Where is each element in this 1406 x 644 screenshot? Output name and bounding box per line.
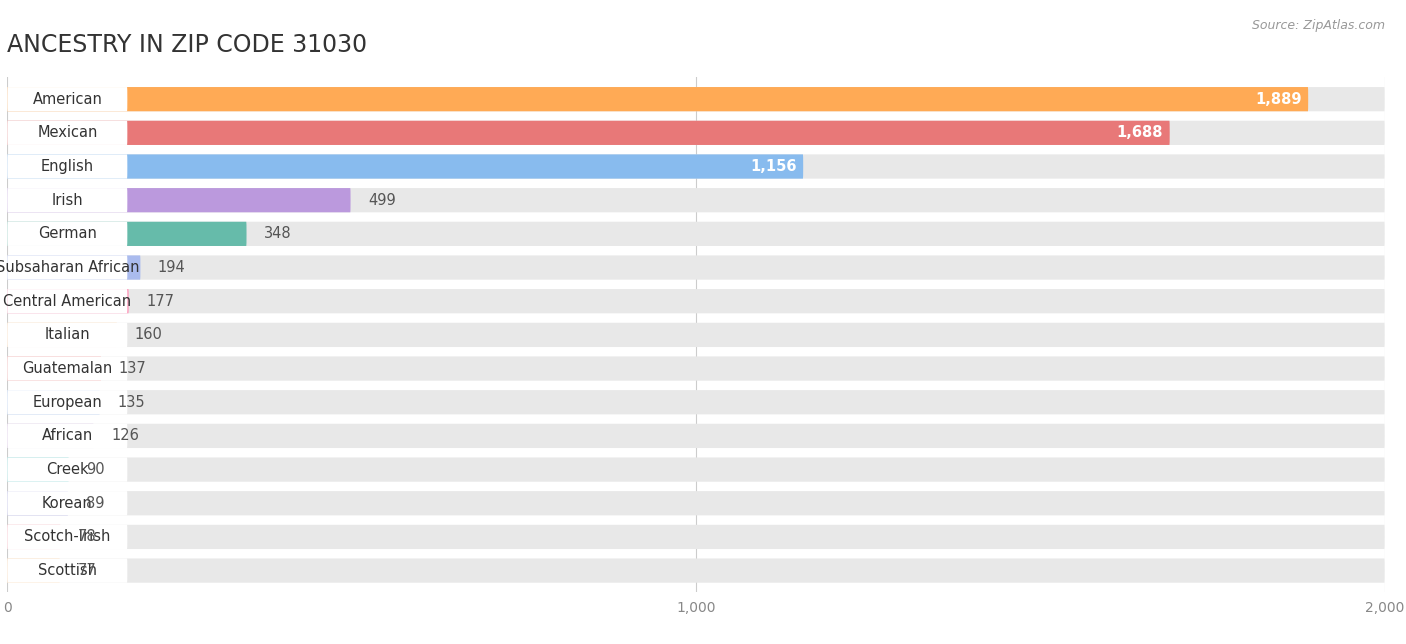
Text: African: African (42, 428, 93, 444)
FancyBboxPatch shape (7, 491, 1385, 515)
FancyBboxPatch shape (7, 491, 67, 515)
Text: Guatemalan: Guatemalan (22, 361, 112, 376)
FancyBboxPatch shape (7, 188, 1385, 213)
FancyBboxPatch shape (7, 222, 1385, 246)
Text: Source: ZipAtlas.com: Source: ZipAtlas.com (1251, 19, 1385, 32)
FancyBboxPatch shape (7, 188, 128, 213)
FancyBboxPatch shape (7, 256, 128, 279)
FancyBboxPatch shape (7, 87, 1385, 111)
FancyBboxPatch shape (7, 457, 128, 482)
FancyBboxPatch shape (7, 289, 1385, 314)
FancyBboxPatch shape (7, 256, 141, 279)
FancyBboxPatch shape (7, 289, 129, 314)
FancyBboxPatch shape (7, 289, 128, 314)
Text: American: American (32, 91, 103, 107)
Text: 135: 135 (117, 395, 145, 410)
FancyBboxPatch shape (7, 87, 1308, 111)
FancyBboxPatch shape (7, 155, 128, 178)
FancyBboxPatch shape (7, 525, 60, 549)
Text: ANCESTRY IN ZIP CODE 31030: ANCESTRY IN ZIP CODE 31030 (7, 33, 367, 57)
Text: Subsaharan African: Subsaharan African (0, 260, 139, 275)
Text: 1,156: 1,156 (749, 159, 797, 174)
Text: English: English (41, 159, 94, 174)
FancyBboxPatch shape (7, 424, 94, 448)
Text: Mexican: Mexican (37, 126, 97, 140)
Text: Scotch-Irish: Scotch-Irish (24, 529, 111, 544)
FancyBboxPatch shape (7, 558, 1385, 583)
Text: 90: 90 (86, 462, 105, 477)
FancyBboxPatch shape (7, 120, 128, 145)
FancyBboxPatch shape (7, 390, 128, 414)
FancyBboxPatch shape (7, 356, 128, 381)
Text: 126: 126 (111, 428, 139, 444)
FancyBboxPatch shape (7, 120, 1385, 145)
Text: 89: 89 (86, 496, 104, 511)
FancyBboxPatch shape (7, 558, 60, 583)
Text: 77: 77 (77, 563, 96, 578)
FancyBboxPatch shape (7, 222, 246, 246)
FancyBboxPatch shape (7, 120, 1170, 145)
FancyBboxPatch shape (7, 457, 1385, 482)
FancyBboxPatch shape (7, 491, 128, 515)
FancyBboxPatch shape (7, 222, 128, 246)
Text: European: European (32, 395, 103, 410)
FancyBboxPatch shape (7, 356, 101, 381)
FancyBboxPatch shape (7, 424, 1385, 448)
FancyBboxPatch shape (7, 525, 1385, 549)
Text: Italian: Italian (45, 327, 90, 343)
FancyBboxPatch shape (7, 457, 69, 482)
Text: Central American: Central American (3, 294, 132, 308)
FancyBboxPatch shape (7, 323, 128, 347)
Text: 160: 160 (135, 327, 162, 343)
FancyBboxPatch shape (7, 188, 350, 213)
FancyBboxPatch shape (7, 87, 128, 111)
FancyBboxPatch shape (7, 390, 100, 414)
Text: 177: 177 (146, 294, 174, 308)
Text: Irish: Irish (52, 193, 83, 207)
FancyBboxPatch shape (7, 323, 117, 347)
Text: German: German (38, 226, 97, 242)
FancyBboxPatch shape (7, 155, 803, 178)
Text: 348: 348 (264, 226, 291, 242)
Text: 499: 499 (368, 193, 395, 207)
FancyBboxPatch shape (7, 525, 128, 549)
FancyBboxPatch shape (7, 558, 128, 583)
Text: 194: 194 (157, 260, 186, 275)
Text: 1,889: 1,889 (1256, 91, 1302, 107)
Text: Korean: Korean (42, 496, 93, 511)
FancyBboxPatch shape (7, 390, 1385, 414)
Text: 78: 78 (77, 529, 97, 544)
FancyBboxPatch shape (7, 155, 1385, 178)
Text: 1,688: 1,688 (1116, 126, 1163, 140)
FancyBboxPatch shape (7, 323, 1385, 347)
FancyBboxPatch shape (7, 356, 1385, 381)
FancyBboxPatch shape (7, 256, 1385, 279)
Text: 137: 137 (118, 361, 146, 376)
Text: Scottish: Scottish (38, 563, 97, 578)
Text: Creek: Creek (46, 462, 89, 477)
FancyBboxPatch shape (7, 424, 128, 448)
